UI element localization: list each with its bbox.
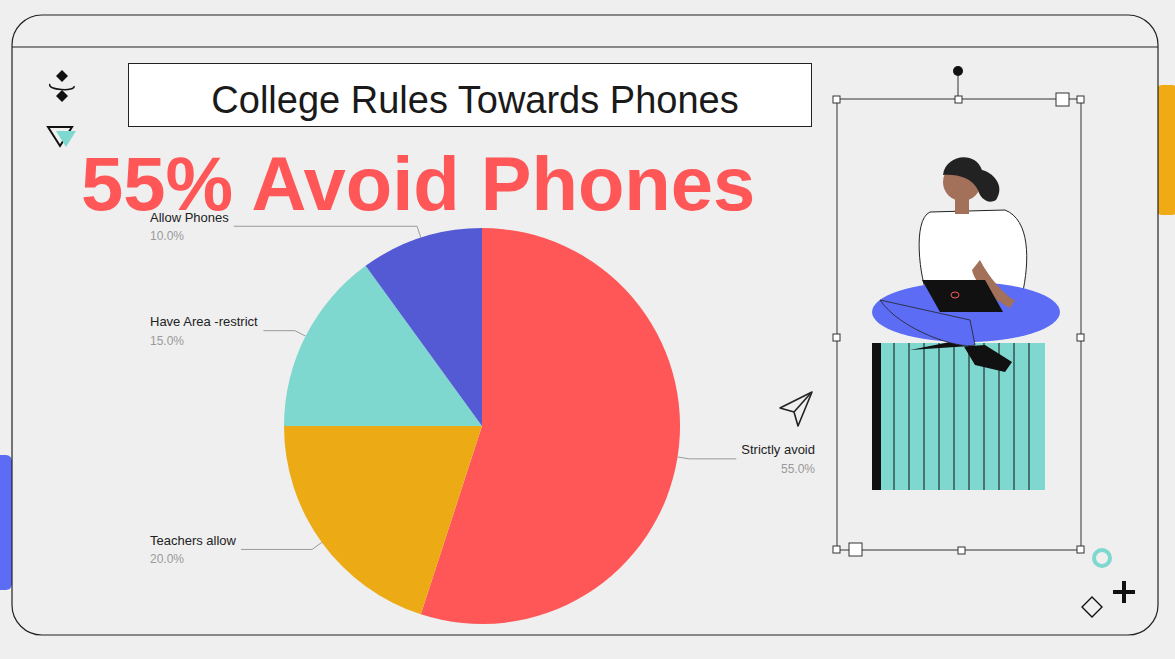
svg-text:Strictly avoid: Strictly avoid	[741, 442, 815, 457]
svg-text:20.0%: 20.0%	[150, 552, 184, 566]
svg-text:Have Area -restrict: Have Area -restrict	[150, 314, 258, 329]
svg-text:55% Avoid Phones: 55% Avoid Phones	[81, 141, 755, 226]
svg-text:College Rules Towards Phones: College Rules Towards Phones	[211, 79, 738, 121]
svg-text:10.0%: 10.0%	[150, 229, 184, 243]
svg-text:15.0%: 15.0%	[150, 334, 184, 348]
svg-text:Teachers allow: Teachers allow	[150, 533, 237, 548]
svg-text:55.0%: 55.0%	[781, 462, 815, 476]
